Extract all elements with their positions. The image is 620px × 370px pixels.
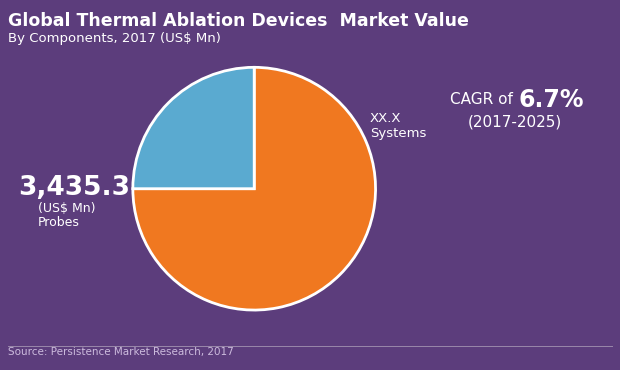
Text: (2017-2025): (2017-2025) — [468, 114, 562, 130]
Text: Probes: Probes — [38, 215, 80, 229]
Text: 6.7%: 6.7% — [518, 88, 583, 112]
Text: (US$ Mn): (US$ Mn) — [38, 202, 95, 215]
Text: Global Thermal Ablation Devices  Market Value: Global Thermal Ablation Devices Market V… — [8, 12, 469, 30]
Text: Systems: Systems — [370, 127, 427, 139]
Wedge shape — [133, 67, 254, 189]
Text: XX.X: XX.X — [370, 111, 402, 124]
Text: 3,435.3: 3,435.3 — [18, 175, 130, 201]
Wedge shape — [133, 67, 376, 310]
Text: Source: Persistence Market Research, 2017: Source: Persistence Market Research, 201… — [8, 347, 234, 357]
Text: CAGR of: CAGR of — [450, 92, 518, 108]
Text: By Components, 2017 (US$ Mn): By Components, 2017 (US$ Mn) — [8, 32, 221, 45]
